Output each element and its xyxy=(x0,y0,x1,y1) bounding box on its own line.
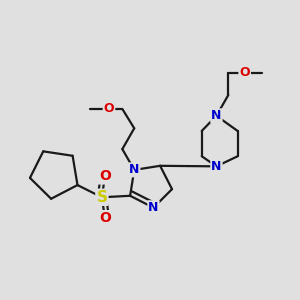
Text: O: O xyxy=(99,169,111,184)
Text: O: O xyxy=(104,103,114,116)
Text: S: S xyxy=(96,190,107,205)
Text: N: N xyxy=(211,160,222,173)
Text: O: O xyxy=(239,66,250,79)
Text: N: N xyxy=(211,109,222,122)
Text: N: N xyxy=(129,164,140,176)
Text: O: O xyxy=(99,211,111,225)
Text: N: N xyxy=(148,201,159,214)
